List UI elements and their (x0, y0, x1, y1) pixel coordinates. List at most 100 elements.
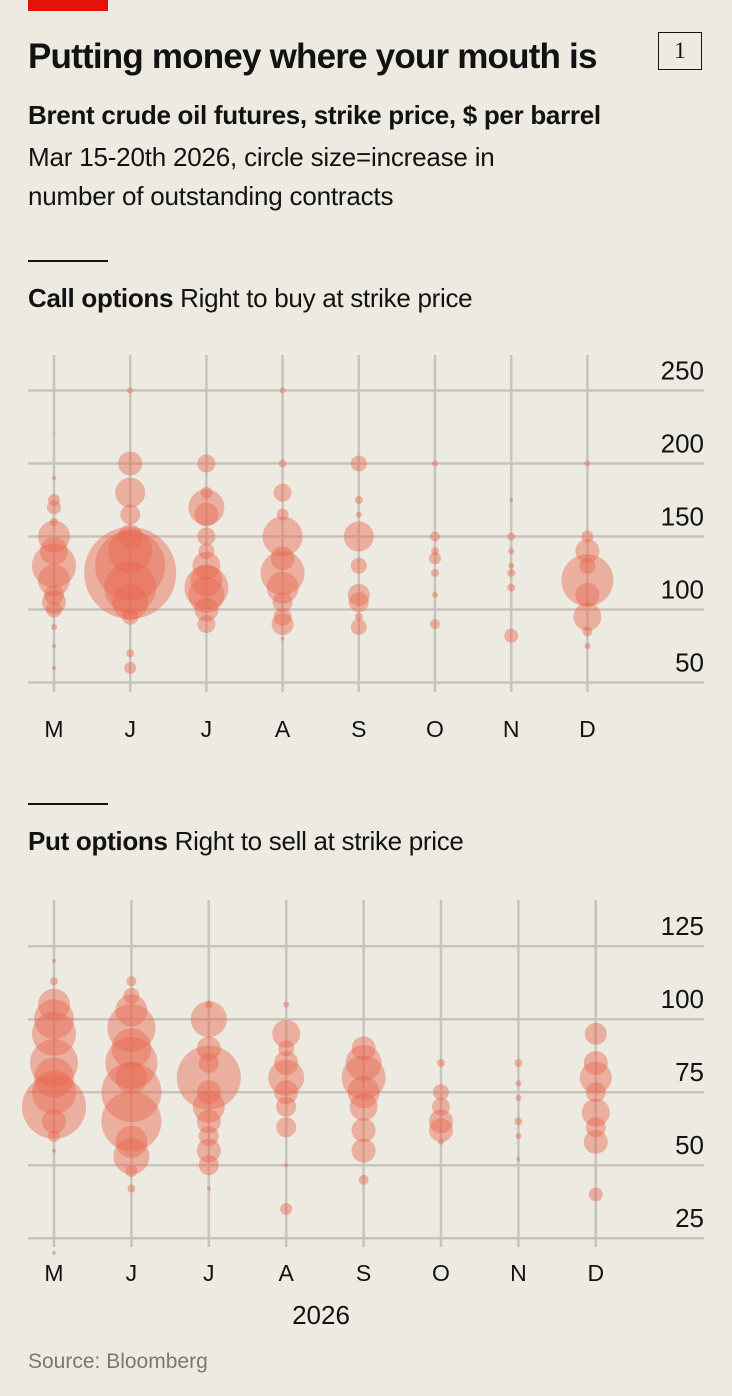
call-bubble-68 (509, 498, 514, 502)
put-bubble-47 (280, 1203, 293, 1215)
put-bubble-68 (584, 1022, 607, 1045)
call-bubble-19 (118, 524, 143, 549)
call-bubble-14 (52, 665, 56, 670)
call-bubble-69 (507, 532, 516, 541)
put-bubble-25 (127, 1184, 136, 1193)
x-tick-label-2: J (203, 1260, 215, 1286)
put-bubble-38 (283, 1001, 290, 1008)
put-bubble-51 (347, 1076, 380, 1109)
call-bubble-75 (584, 460, 591, 467)
put-bubble-74 (583, 1129, 608, 1154)
call-bubble-53 (354, 496, 363, 504)
call-bubble-60 (350, 619, 367, 636)
call-bubble-27 (124, 661, 137, 674)
call-bubble-83 (584, 643, 591, 649)
call-bubble-82 (582, 626, 593, 637)
call-bubble-22 (84, 527, 177, 619)
put-options-heading: Put options Right to sell at strike pric… (28, 826, 464, 857)
call-bubble-34 (192, 551, 221, 580)
call-bubble-47 (266, 571, 299, 604)
call-bubble-74 (504, 628, 519, 643)
call-bubble-42 (273, 483, 292, 502)
put-bubble-33 (196, 1109, 221, 1134)
call-bubble-10 (42, 590, 66, 615)
call-bubble-46 (260, 551, 305, 595)
put-bubble-66 (515, 1133, 522, 1139)
call-bubble-48 (272, 592, 293, 613)
put-bubble-15 (115, 994, 148, 1027)
put-bubble-10 (48, 1130, 60, 1142)
y-tick-label-75: 75 (675, 1057, 704, 1087)
year-label: 2026 (292, 1300, 350, 1330)
chart-subtitle: Brent crude oil futures, strike price, $… (28, 100, 601, 130)
call-bubble-1 (52, 476, 56, 481)
x-tick-label-5: O (432, 1260, 450, 1286)
x-tick-label-1: J (124, 716, 136, 742)
put-bubble-73 (585, 1117, 606, 1138)
call-bubble-54 (355, 511, 362, 518)
call-bubble-13 (52, 644, 56, 648)
put-bubble-46 (284, 1163, 289, 1168)
put-bubble-45 (276, 1117, 297, 1138)
y-tick-label-50: 50 (675, 1130, 704, 1160)
put-options-label: Put options (28, 826, 168, 856)
x-tick-label-1: J (126, 1260, 138, 1286)
chart-title: Putting money where your mouth is (28, 37, 597, 76)
y-tick-label-100: 100 (661, 575, 704, 605)
x-tick-label-0: M (44, 1260, 63, 1286)
y-tick-label-50: 50 (675, 648, 704, 678)
section-rule-calls (28, 260, 108, 262)
put-options-caption: Right to sell at strike price (174, 826, 464, 856)
x-tick-label-6: N (510, 1260, 527, 1286)
call-bubble-71 (508, 562, 515, 569)
x-tick-label-4: S (351, 716, 366, 742)
call-bubble-15 (127, 387, 134, 394)
put-bubble-20 (101, 1062, 162, 1123)
call-bubble-26 (126, 649, 135, 658)
put-bubble-50 (341, 1055, 386, 1100)
put-bubble-27 (190, 1001, 227, 1038)
call-bubble-30 (188, 489, 225, 526)
put-bubble-61 (438, 1138, 444, 1145)
call-bubble-12 (51, 624, 57, 631)
brand-red-tab (28, 0, 108, 11)
x-tick-label-3: A (275, 716, 291, 742)
y-tick-label-150: 150 (661, 502, 704, 532)
call-bubble-23 (104, 561, 157, 614)
call-bubble-66 (432, 591, 438, 598)
put-bubble-53 (351, 1118, 376, 1143)
put-bubble-65 (514, 1117, 523, 1126)
put-bubble-72 (581, 1098, 610, 1127)
call-bubble-16 (118, 451, 143, 476)
call-bubble-25 (122, 608, 139, 625)
put-bubble-44 (276, 1096, 297, 1117)
chart-description: Mar 15-20th 2026, circle size=increase i… (28, 142, 495, 211)
call-bubble-5 (38, 520, 70, 553)
call-bubble-45 (270, 546, 295, 571)
put-bubble-39 (272, 1019, 301, 1048)
put-bubble-41 (274, 1051, 299, 1075)
call-bubble-2 (48, 494, 60, 506)
call-bubble-33 (198, 543, 215, 560)
put-bubble-52 (349, 1092, 378, 1121)
put-bubble-42 (268, 1059, 305, 1096)
call-bubble-77 (575, 539, 600, 564)
put-bubble-8 (22, 1074, 86, 1139)
put-bubble-58 (432, 1097, 450, 1116)
put-bubble-31 (196, 1080, 221, 1105)
put-bubble-62 (514, 1059, 523, 1067)
put-bubble-63 (515, 1080, 522, 1087)
call-bubble-38 (194, 597, 219, 622)
call-bubble-17 (115, 477, 146, 508)
put-bubble-29 (198, 1053, 219, 1073)
y-tick-label-200: 200 (661, 429, 704, 459)
put-bubble-1 (50, 977, 58, 986)
put-bubble-19 (115, 1061, 148, 1094)
x-tick-label-7: D (579, 716, 596, 742)
put-bubble-9 (42, 1109, 66, 1134)
call-bubble-36 (184, 565, 229, 610)
put-bubble-67 (516, 1157, 521, 1162)
call-bubble-29 (200, 486, 213, 499)
call-bubble-52 (350, 455, 367, 472)
put-bubble-34 (198, 1126, 219, 1146)
